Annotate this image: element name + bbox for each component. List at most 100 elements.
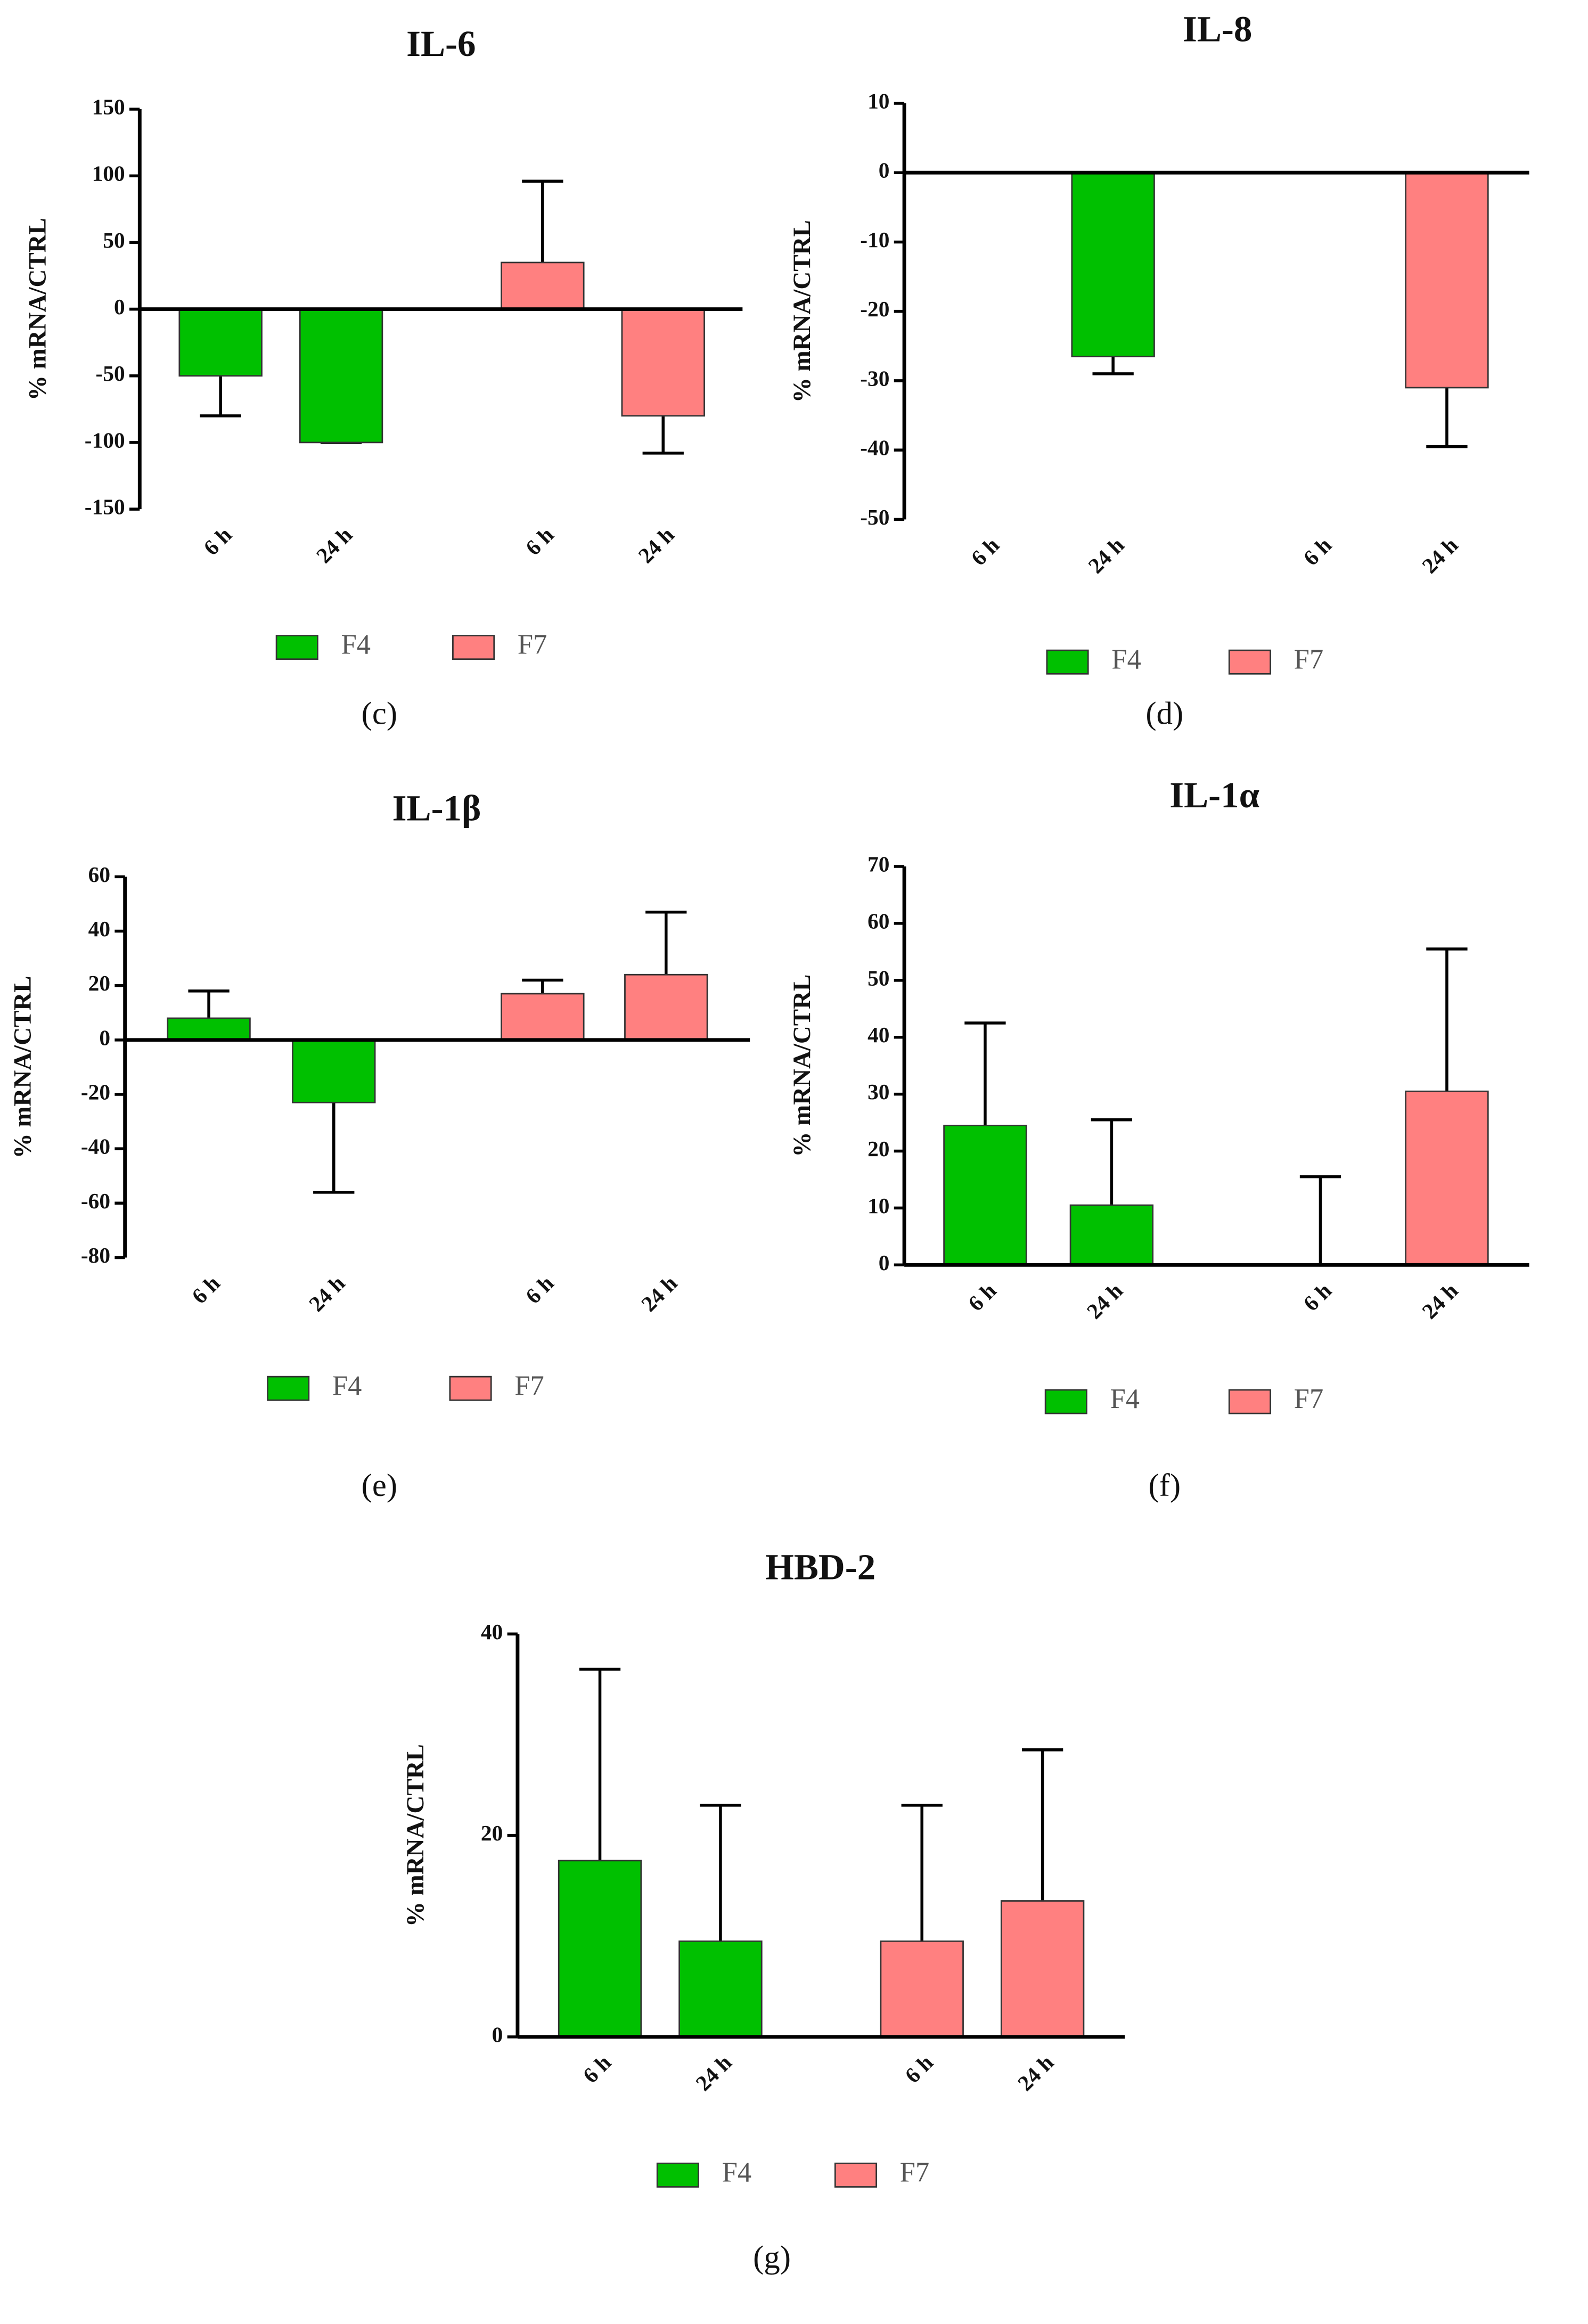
bar	[501, 993, 585, 1041]
x-tick-label: 24 h	[1013, 2050, 1058, 2096]
legend-swatch	[1044, 1389, 1087, 1414]
x-tick-label: 24 h	[1417, 533, 1462, 578]
y-tick-label: 50	[867, 965, 889, 990]
panel-label: (c)	[362, 695, 397, 731]
chart-title: IL-8	[1183, 8, 1252, 49]
chart-title: HBD-2	[765, 1546, 875, 1587]
y-tick-label: 30	[867, 1079, 889, 1104]
bar	[943, 1125, 1027, 1266]
y-tick-label: -80	[81, 1243, 110, 1267]
x-tick-label: 6 h	[1298, 533, 1336, 570]
x-tick-label: 6 h	[900, 2050, 938, 2088]
y-tick-label: -30	[860, 366, 889, 390]
legend-label: F7	[1294, 644, 1323, 675]
y-tick-label: 20	[867, 1136, 889, 1161]
panel-label: (d)	[1145, 695, 1183, 731]
legend-label: F7	[518, 629, 547, 660]
y-tick-label: -100	[85, 428, 125, 452]
bar	[299, 308, 383, 444]
bar	[1069, 1204, 1154, 1266]
y-tick-label: 0	[99, 1025, 110, 1050]
y-axis-label: % mRNA/CTRL	[23, 218, 51, 400]
bar	[1071, 171, 1155, 357]
x-tick-label: 24 h	[1417, 1278, 1462, 1323]
x-tick-label: 24 h	[1083, 533, 1128, 578]
y-tick-label: 40	[88, 916, 110, 941]
y-tick-label: 150	[92, 95, 125, 119]
y-tick-label: -10	[860, 227, 889, 252]
y-axis-label: % mRNA/CTRL	[9, 976, 37, 1159]
bar	[558, 1860, 642, 2038]
y-tick-label: 20	[481, 1821, 503, 1845]
legend-label: F7	[1294, 1384, 1323, 1414]
y-tick-label: 10	[867, 89, 889, 113]
y-tick-label: 40	[867, 1022, 889, 1047]
legend-label: F4	[341, 629, 371, 660]
panel-label: (e)	[362, 1468, 397, 1503]
y-tick-label: -150	[85, 495, 125, 519]
x-tick-label: 24 h	[304, 1271, 349, 1316]
legend-swatch	[267, 1376, 310, 1401]
y-tick-label: 0	[492, 2022, 503, 2047]
legend-swatch	[656, 2162, 699, 2188]
y-axis-label: % mRNA/CTRL	[402, 1744, 429, 1927]
y-tick-label: -40	[81, 1134, 110, 1159]
bar	[292, 1039, 376, 1103]
x-tick-label: 6 h	[199, 522, 236, 560]
y-tick-label: 0	[879, 1250, 890, 1275]
bar	[178, 308, 263, 377]
bar	[678, 1940, 763, 2038]
legend-swatch	[834, 2162, 878, 2188]
x-tick-label: 24 h	[691, 2050, 736, 2096]
legend-swatch	[452, 635, 495, 660]
x-tick-label: 6 h	[521, 522, 559, 560]
bar	[621, 308, 705, 417]
chart-title: IL-1β	[392, 788, 481, 829]
y-tick-label: 50	[103, 228, 125, 252]
y-tick-label: -60	[81, 1189, 110, 1213]
legend-label: F7	[900, 2157, 929, 2188]
legend-label: F7	[514, 1370, 544, 1401]
y-tick-label: -20	[860, 297, 889, 321]
y-tick-label: 20	[88, 971, 110, 995]
y-tick-label: -50	[860, 505, 889, 529]
bar	[501, 261, 585, 310]
legend-swatch	[1046, 649, 1089, 675]
chart-title: IL-6	[406, 23, 476, 64]
y-tick-label: 0	[879, 158, 890, 183]
legend-label: F4	[722, 2157, 751, 2188]
x-tick-label: 24 h	[636, 1271, 682, 1316]
x-tick-label: 24 h	[1082, 1278, 1127, 1323]
x-tick-label: 6 h	[521, 1271, 559, 1308]
legend-swatch	[1228, 1389, 1271, 1414]
legend-swatch	[449, 1376, 492, 1401]
y-tick-label: -40	[860, 436, 889, 460]
y-axis-label: % mRNA/CTRL	[788, 220, 816, 403]
y-tick-label: 70	[867, 852, 889, 877]
y-axis-label: % mRNA/CTRL	[788, 975, 816, 1157]
y-tick-label: 60	[867, 909, 889, 933]
legend-swatch	[275, 635, 318, 660]
bar	[880, 1940, 964, 2038]
legend-swatch	[1228, 649, 1271, 675]
panel-label: (g)	[753, 2239, 791, 2275]
y-tick-label: 40	[481, 1619, 503, 1644]
x-tick-label: 6 h	[963, 1278, 1001, 1316]
panel-label: (f)	[1148, 1468, 1181, 1503]
x-tick-label: 24 h	[633, 522, 678, 568]
legend-label: F4	[1110, 1384, 1140, 1414]
y-tick-label: 100	[92, 161, 125, 186]
x-tick-label: 6 h	[578, 2050, 616, 2088]
y-tick-label: 60	[88, 862, 110, 887]
legend-label: F4	[332, 1370, 362, 1401]
y-tick-label: -50	[95, 361, 125, 386]
y-tick-label: 0	[114, 294, 125, 319]
x-tick-label: 6 h	[187, 1271, 225, 1308]
y-tick-label: 10	[867, 1193, 889, 1218]
chart-title: IL-1α	[1169, 774, 1259, 815]
bar	[1405, 1090, 1489, 1266]
bar	[167, 1017, 251, 1041]
bar	[1000, 1900, 1085, 2038]
x-tick-label: 24 h	[312, 522, 357, 568]
